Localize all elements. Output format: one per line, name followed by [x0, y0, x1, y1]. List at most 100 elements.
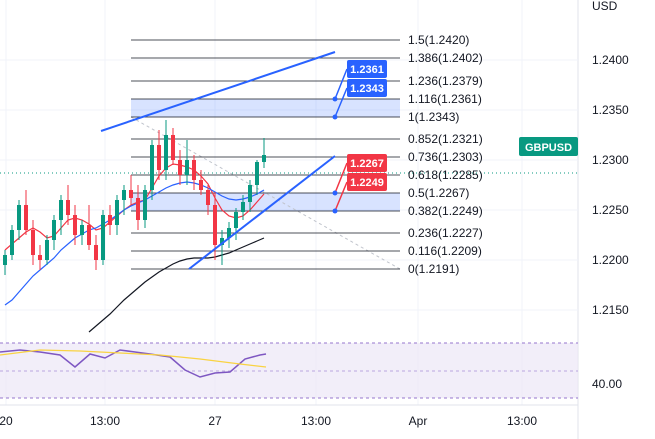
price-tick-label: 1.2350 [592, 103, 629, 117]
fib-level-label: 1.386(1.2402) [408, 51, 483, 65]
time-tick-label: 27 [208, 414, 222, 428]
indicator-line [0, 349, 267, 378]
candle-body [164, 135, 168, 170]
time-tick-label: 20 [0, 414, 13, 428]
candle-body [17, 205, 21, 230]
candle-body [143, 190, 147, 220]
candle-body [206, 190, 210, 205]
zone-anchor-dot [332, 96, 338, 102]
zone-tag-leader [334, 162, 348, 194]
zone-anchor-dot [332, 208, 338, 214]
price-axis-unit: USD [592, 0, 618, 13]
candle-body [129, 190, 133, 198]
fib-level-label: 1.236(1.2379) [408, 74, 483, 88]
fib-zone-support [131, 193, 400, 211]
price-tick-label: 1.2250 [592, 203, 629, 217]
moving-averages [4, 163, 265, 333]
indicator-axis-label: 40.00 [592, 377, 622, 391]
price-axis-bg [578, 0, 655, 439]
candlesticks [3, 120, 266, 275]
zone-price-tag-label: 1.2343 [350, 83, 384, 95]
price-axis-ticks: 1.2400 1.2350 1.2300 1.2250 1.2200 1.2150 [592, 53, 629, 317]
candle-body [3, 255, 7, 265]
upper-trend-line [100, 51, 336, 132]
time-axis-ticks: 20 13:00 27 13:00 Apr 13:00 [0, 414, 537, 428]
indicator-signal-line [0, 349, 267, 368]
price-tick-label: 1.2200 [592, 253, 629, 267]
time-tick-label: 13:00 [507, 414, 537, 428]
candle-body [192, 160, 196, 180]
candle-body [178, 160, 182, 175]
candle-body [108, 215, 112, 225]
candle-body [248, 185, 252, 202]
candle-body [213, 205, 217, 245]
indicator-pane: 40.00 [0, 342, 622, 399]
zone-price-tag [347, 79, 387, 97]
zone-anchor-dot [332, 190, 338, 196]
moving-average-2 [4, 181, 265, 306]
candle-body [31, 230, 35, 255]
candle-body [227, 228, 231, 238]
fib-level-label: 1.5(1.2420) [408, 33, 469, 47]
candle-body [59, 200, 63, 220]
candle-body [150, 145, 154, 190]
candle-body [199, 180, 203, 190]
candle-body [24, 205, 28, 230]
fib-level-label: 0.236(1.2227) [408, 226, 483, 240]
fib-level-label: 0.852(1.2321) [408, 132, 483, 146]
fib-level-label: 0(1.2191) [408, 262, 459, 276]
fib-level-label: 1.116(1.2361) [408, 92, 482, 106]
candle-body [73, 215, 77, 235]
lower-trend-line [188, 155, 336, 270]
price-tick-label: 1.2300 [592, 153, 629, 167]
moving-average-1 [4, 163, 265, 251]
symbol-badge [519, 137, 578, 156]
candle-body [115, 200, 119, 225]
candle-body [52, 220, 56, 240]
candle-body [38, 255, 42, 260]
zone-tag-leader [334, 68, 348, 100]
zone-price-tags: 1.2361 1.2343 1.2267 1.2249 [332, 60, 387, 214]
time-tick-label: Apr [409, 414, 428, 428]
candle-body [157, 145, 161, 170]
fib-zone-resistance [131, 99, 400, 117]
candle-body [136, 198, 140, 220]
candle-body [122, 190, 126, 200]
time-tick-label: 13:00 [301, 414, 331, 428]
fib-level-label: 0.116(1.2209) [408, 244, 482, 258]
price-tick-label: 1.2400 [592, 53, 629, 67]
candle-body [101, 215, 105, 260]
candle-body [45, 240, 49, 260]
fibonacci-retracement[interactable]: 1.5(1.2420) 1.386(1.2402) 1.236(1.2379) 1.1… [130, 33, 483, 276]
candle-body [94, 245, 98, 260]
time-tick-label: 13:00 [90, 414, 120, 428]
zone-price-tag [347, 60, 387, 78]
zone-price-tag [347, 173, 387, 191]
zone-tag-leader [334, 87, 348, 118]
fib-level-label: 0.736(1.2303) [408, 150, 483, 164]
fib-level-label: 0.618(1.2285) [408, 168, 483, 182]
trend-channel[interactable] [100, 51, 336, 270]
zone-price-tag [347, 154, 387, 172]
candle-body [262, 155, 266, 162]
candle-body [66, 200, 70, 215]
zone-price-tag-label: 1.2267 [350, 158, 384, 170]
fib-level-label: 1(1.2343) [408, 110, 459, 124]
fib-level-label: 0.382(1.2249) [408, 204, 483, 218]
zone-tag-leader [334, 181, 348, 212]
candle-body [185, 160, 189, 175]
zone-price-tag-label: 1.2249 [350, 177, 384, 189]
moving-average-3 [88, 237, 265, 333]
candle-body [87, 225, 91, 245]
candle-body [234, 212, 238, 228]
candle-body [220, 238, 224, 245]
zone-price-tag-label: 1.2361 [350, 64, 384, 76]
candle-body [80, 225, 84, 235]
candle-body [241, 202, 245, 212]
candle-body [10, 230, 14, 255]
fib-level-label: 0.5(1.2267) [408, 186, 469, 200]
symbol-badge-label: GBPUSD [525, 142, 572, 154]
zone-anchor-dot [332, 114, 338, 120]
